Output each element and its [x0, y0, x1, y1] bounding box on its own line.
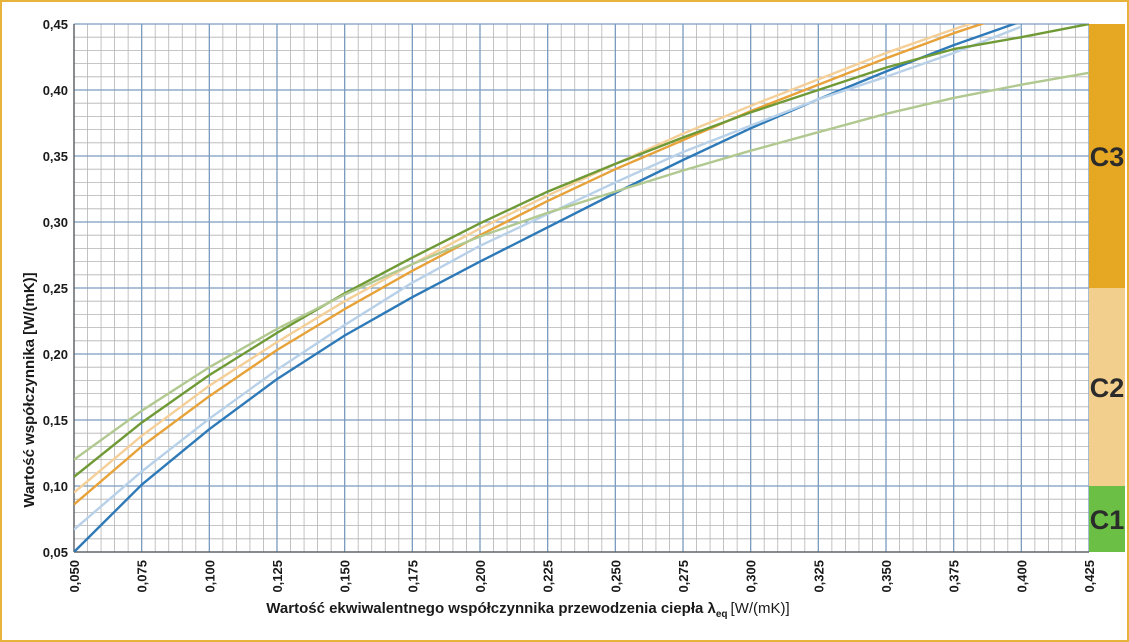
x-tick-label: 0,050	[67, 560, 82, 593]
y-tick-label: 0,25	[43, 281, 68, 296]
y-tick-label: 0,05	[43, 545, 68, 560]
series-line-5	[74, 24, 1089, 478]
class-label-c3: C3	[1090, 142, 1125, 172]
series-line-3	[74, 24, 986, 506]
x-axis-title-main: Wartość ekwiwalentnego współczynnika prz…	[266, 600, 716, 617]
x-tick-label: 0,100	[202, 560, 217, 593]
x-tick-labels: 0,050 0,075 0,100 0,125 0,150 0,175 0,200 0,225…	[67, 560, 1097, 593]
y-tick-label: 0,30	[43, 215, 68, 230]
x-axis-title-unit: [W/(mK)]	[731, 600, 790, 617]
series-line-6	[74, 71, 1089, 461]
x-tick-label: 0,325	[811, 560, 826, 593]
x-tick-label: 0,425	[1082, 560, 1097, 593]
x-tick-label: 0,375	[947, 560, 962, 593]
class-band-c3	[1089, 24, 1125, 288]
y-tick-label: 0,15	[43, 413, 68, 428]
x-tick-label: 0,125	[270, 560, 285, 593]
x-axis-title-subscript: eq	[716, 609, 728, 620]
class-label-c2: C2	[1090, 373, 1125, 403]
x-tick-label: 0,150	[338, 560, 353, 593]
series-line-2	[74, 25, 1022, 531]
y-tick-label: 0,40	[43, 83, 68, 98]
x-tick-label: 0,200	[473, 560, 488, 593]
x-tick-label: 0,250	[608, 560, 623, 593]
major-gridlines	[73, 23, 1090, 553]
series-line-4	[74, 24, 974, 494]
x-tick-label: 0,400	[1014, 560, 1029, 593]
series-line-1	[74, 24, 1018, 552]
y-axis-title: Wartość współczynnika [W/(mK)]	[21, 272, 38, 507]
y-tick-label: 0,10	[43, 479, 68, 494]
y-tick-label: 0,35	[43, 149, 68, 164]
x-tick-label: 0,300	[744, 560, 759, 593]
y-tick-label: 0,20	[43, 347, 68, 362]
class-band-c1	[1089, 486, 1125, 552]
x-tick-label: 0,075	[135, 560, 150, 593]
x-tick-label: 0,175	[405, 560, 420, 593]
class-band-c2	[1089, 288, 1125, 486]
x-tick-label: 0,350	[879, 560, 894, 593]
x-tick-label: 0,275	[676, 560, 691, 593]
y-tick-label: 0,45	[43, 17, 68, 32]
y-tick-labels: 0,05 0,10 0,15 0,20 0,25 0,30 0,35 0,40 0,45	[43, 17, 68, 560]
class-bands: C1 C2 C3	[1089, 24, 1125, 552]
x-axis-title: Wartość ekwiwalentnego współczynnika prz…	[266, 600, 789, 620]
x-tick-label: 0,225	[541, 560, 556, 593]
class-label-c1: C1	[1090, 505, 1125, 535]
series-lines	[74, 24, 1089, 552]
series-group	[74, 24, 1089, 552]
